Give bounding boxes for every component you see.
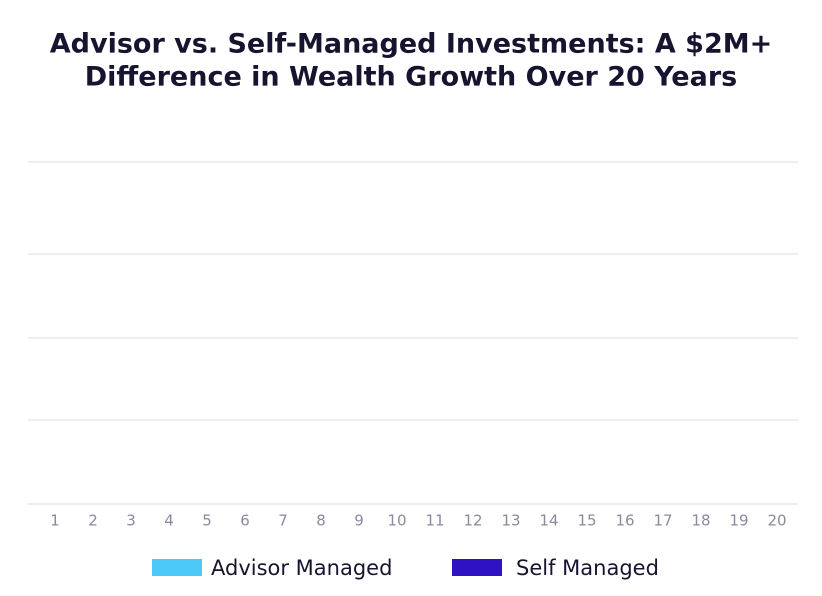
x-tick-label: 19	[729, 512, 748, 530]
legend-swatch	[152, 559, 202, 576]
x-tick-label: 15	[577, 512, 596, 530]
x-tick-label: 11	[425, 512, 444, 530]
x-tick-label: 6	[240, 512, 250, 530]
chart-title: Advisor vs. Self-Managed Investments: A …	[50, 29, 773, 60]
legend-swatch	[452, 559, 502, 576]
x-tick-label: 10	[387, 512, 406, 530]
x-tick-label: 4	[164, 512, 174, 530]
x-tick-label: 5	[202, 512, 212, 530]
x-tick-label: 3	[126, 512, 136, 530]
x-tick-label: 20	[767, 512, 786, 530]
x-tick-label: 7	[278, 512, 288, 530]
x-tick-label: 12	[463, 512, 482, 530]
x-tick-label: 2	[88, 512, 98, 530]
legend-label: Advisor Managed	[211, 556, 392, 580]
x-tick-label: 8	[316, 512, 326, 530]
x-tick-label: 14	[539, 512, 558, 530]
x-tick-label: 13	[501, 512, 520, 530]
x-tick-label: 17	[653, 512, 672, 530]
chart-title: Difference in Wealth Growth Over 20 Year…	[85, 62, 737, 93]
legend-label: Self Managed	[516, 556, 659, 580]
x-tick-label: 1	[50, 512, 60, 530]
x-tick-label: 16	[615, 512, 634, 530]
x-tick-label: 18	[691, 512, 710, 530]
x-tick-label: 9	[354, 512, 364, 530]
